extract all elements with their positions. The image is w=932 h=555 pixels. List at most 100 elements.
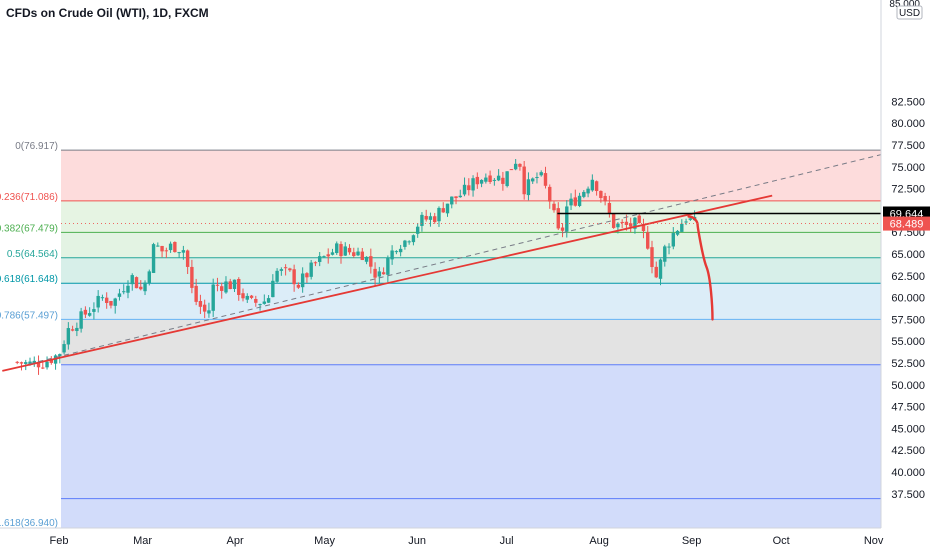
- y-tick-label: 55.000: [891, 336, 925, 348]
- candle-body: [458, 195, 462, 198]
- candle-body: [394, 251, 399, 253]
- candle-body: [164, 250, 169, 252]
- candle-body: [62, 344, 66, 353]
- candle-body: [543, 173, 548, 186]
- x-tick-label: Oct: [773, 535, 790, 547]
- candle-body: [513, 163, 518, 170]
- candle-body: [437, 207, 441, 222]
- candle-body: [75, 327, 79, 332]
- candle-body: [335, 243, 339, 254]
- candle-body: [292, 269, 296, 285]
- candle-body: [309, 262, 313, 277]
- candle-body: [168, 243, 173, 251]
- candle-body: [279, 269, 284, 271]
- candle-body: [450, 196, 454, 205]
- fib-band-4: [61, 283, 881, 320]
- trendline-solid[interactable]: [2, 194, 773, 372]
- candle-body: [650, 247, 654, 268]
- candle-body: [671, 233, 675, 247]
- candle-body: [215, 284, 220, 286]
- candle-body: [83, 309, 88, 315]
- candle-body: [535, 177, 539, 179]
- x-tick-label: Jul: [500, 535, 514, 547]
- candle-body: [254, 298, 258, 303]
- x-tick-label: Mar: [133, 535, 152, 547]
- candle-body: [479, 179, 484, 184]
- candle-body: [232, 279, 237, 289]
- candle-body: [501, 177, 505, 184]
- fib-band-5: [61, 319, 881, 365]
- candle-body: [403, 240, 407, 247]
- fib-band-0: [61, 150, 881, 201]
- projection-curve[interactable]: [687, 215, 714, 321]
- candle-body: [573, 197, 578, 206]
- candle-body: [599, 190, 603, 198]
- currency-badge[interactable]: [896, 5, 923, 20]
- candle-body: [462, 184, 467, 195]
- candle-body: [143, 282, 147, 292]
- candle-body: [28, 361, 32, 364]
- candle-body: [360, 251, 364, 261]
- candle-body: [181, 250, 186, 253]
- candle-body: [518, 163, 522, 167]
- candle-body: [526, 179, 531, 196]
- candle-body: [117, 293, 122, 297]
- candle-body: [41, 367, 45, 369]
- candle-body: [675, 230, 680, 235]
- candle-body: [92, 309, 96, 312]
- fib-label: 0.786(57.497): [0, 310, 58, 321]
- candle-body: [313, 262, 318, 264]
- candle-body: [424, 215, 428, 220]
- candle-body: [258, 304, 262, 306]
- time-axis[interactable]: [0, 528, 881, 550]
- candle-body: [407, 241, 411, 243]
- candle-body: [228, 281, 232, 290]
- candle-body: [322, 256, 326, 258]
- candle-body: [96, 295, 100, 308]
- candle-body: [104, 297, 109, 303]
- candle-body: [548, 186, 552, 202]
- candle-body: [594, 181, 599, 192]
- candle-body: [560, 227, 565, 231]
- candle-body: [58, 354, 62, 357]
- candle-body: [147, 271, 151, 284]
- y-tick-label: 60.000: [891, 293, 925, 305]
- candle-body: [475, 176, 480, 185]
- candle-body: [663, 246, 667, 262]
- candle-body: [113, 298, 117, 306]
- candle-body: [386, 257, 390, 275]
- candle-body: [266, 298, 271, 303]
- candle-body: [194, 285, 198, 302]
- candle-body: [66, 328, 71, 345]
- price-axis[interactable]: [881, 0, 932, 550]
- candle-body: [454, 196, 458, 199]
- candle-body: [70, 329, 75, 331]
- candle-body: [641, 223, 646, 231]
- candle-body: [15, 361, 19, 363]
- candle-body: [100, 297, 105, 299]
- candle-body: [151, 244, 156, 273]
- fib-label: 1.618(36.940): [0, 518, 58, 529]
- candle-body: [356, 251, 360, 256]
- candle-body: [249, 295, 254, 298]
- candle-body: [620, 221, 624, 223]
- trendline-dashed[interactable]: [29, 142, 928, 365]
- fib-label: 0(76.917): [15, 141, 58, 152]
- candle-body: [582, 191, 586, 197]
- candle-body: [177, 252, 181, 254]
- candle-body: [488, 175, 492, 182]
- y-tick-label: 52.500: [891, 358, 925, 370]
- fib-band-2: [61, 232, 881, 258]
- fib-label: 0.236(71.086): [0, 192, 58, 203]
- candle-body: [224, 281, 228, 293]
- candle-body: [207, 310, 211, 314]
- candle-body: [317, 256, 322, 262]
- y-tick-label: 62.500: [891, 271, 925, 283]
- candle-body: [633, 217, 637, 229]
- candle-body: [220, 286, 224, 291]
- x-tick-label: Aug: [589, 535, 609, 547]
- currency-label: USD: [899, 8, 920, 19]
- x-tick-label: Sep: [682, 535, 702, 547]
